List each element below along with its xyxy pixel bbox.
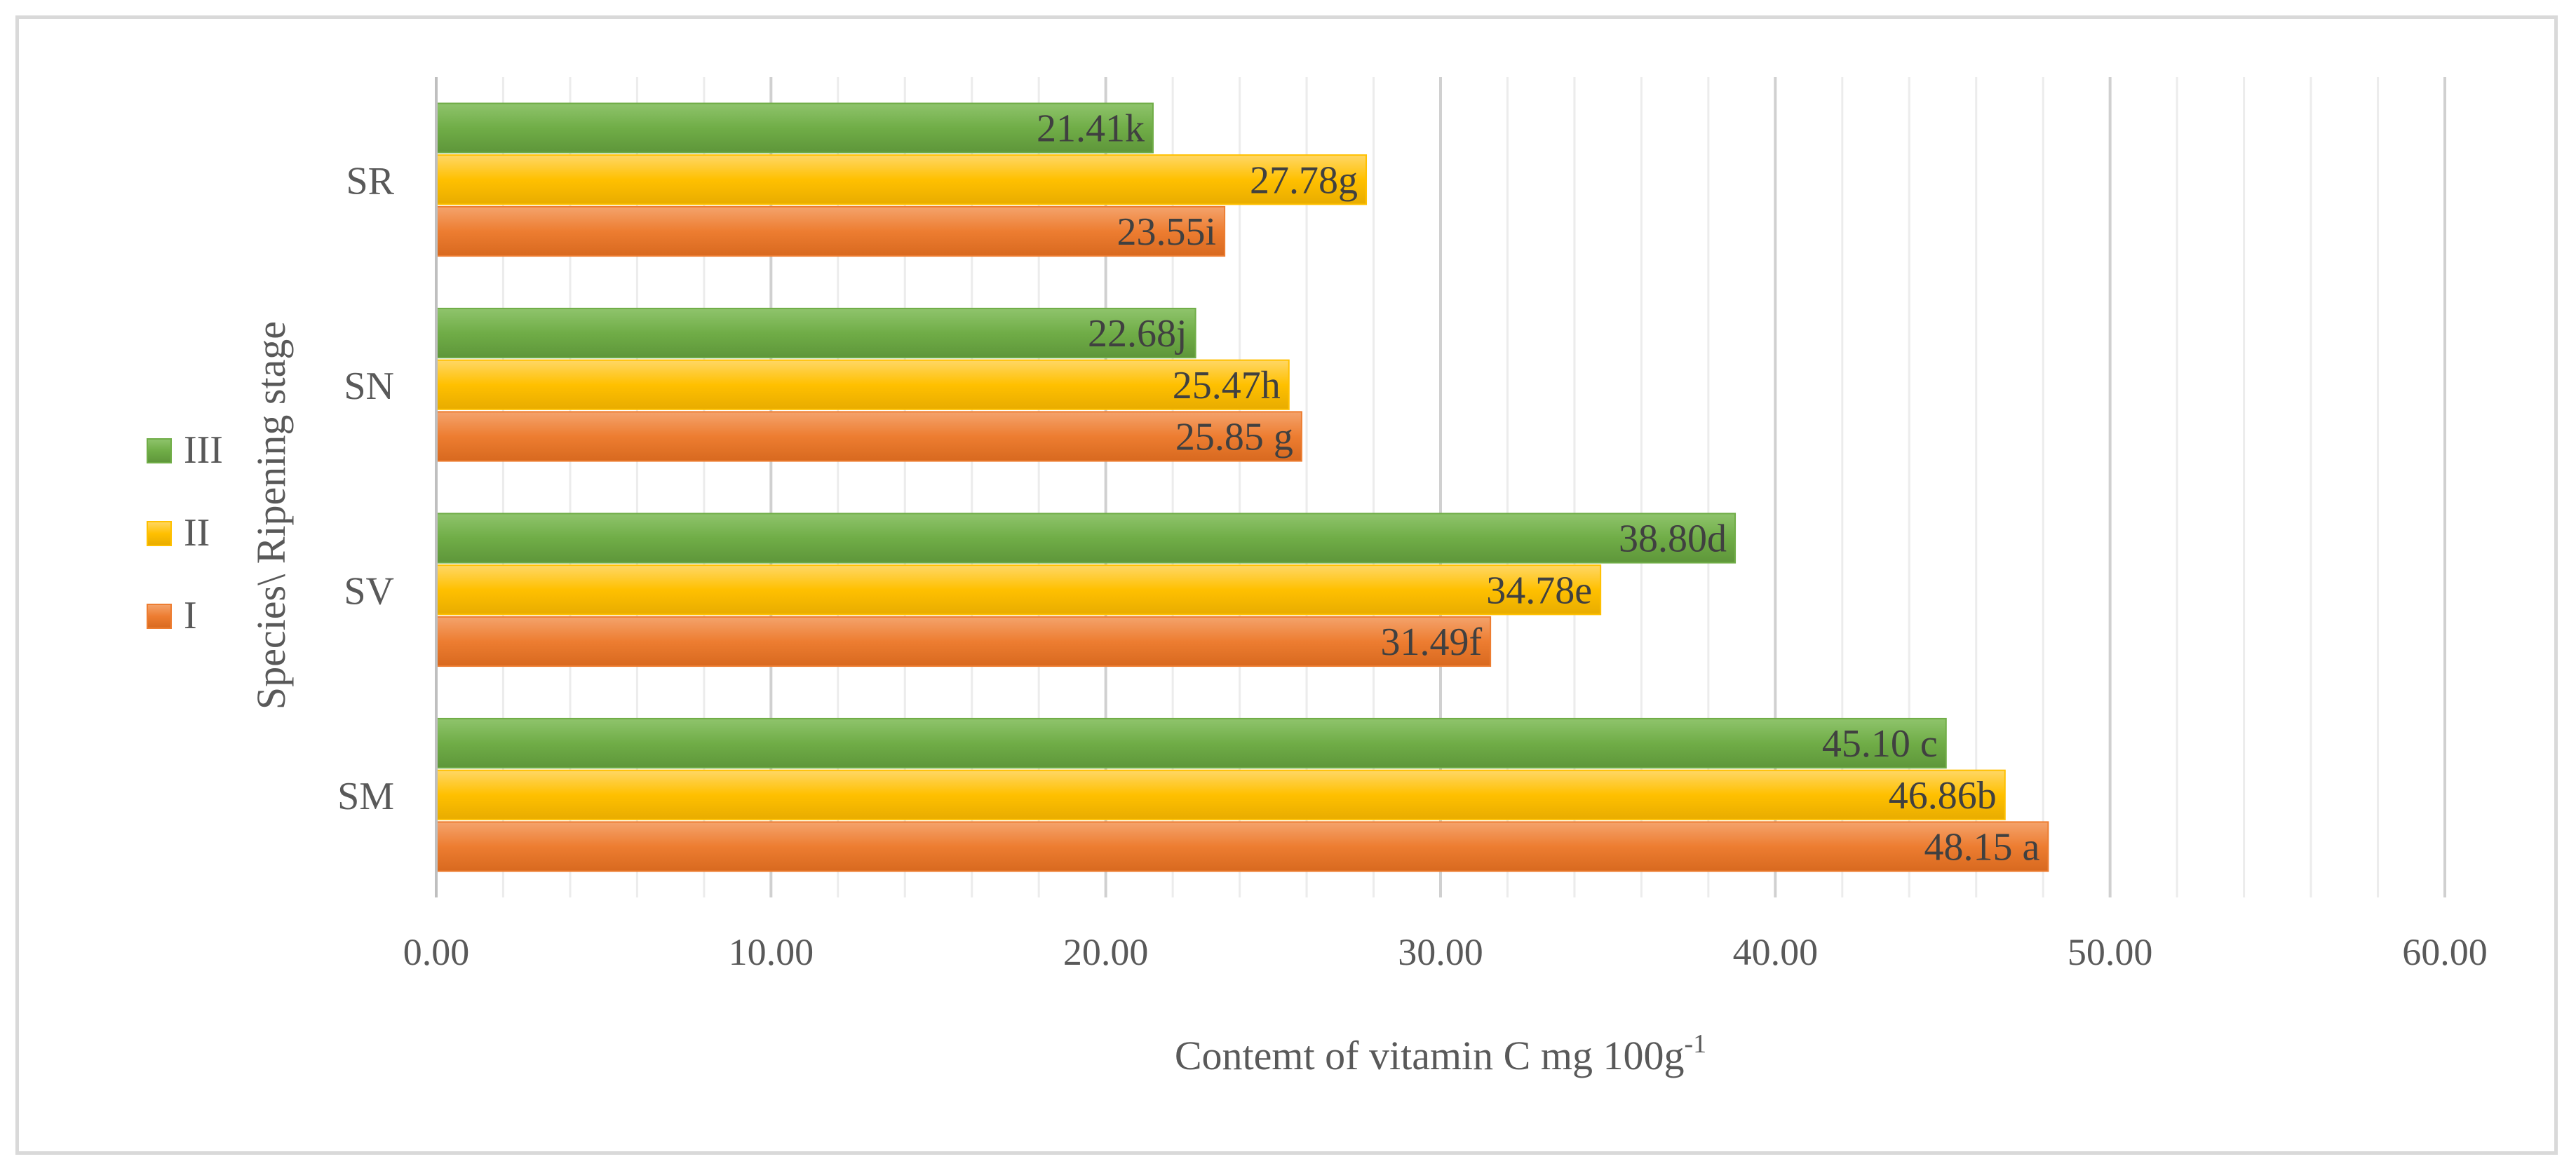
y-category-label: SN [344,365,394,408]
bar-sn-series-iii [436,307,1196,359]
data-label: 21.41k [1037,107,1145,151]
legend-label: III [184,428,223,472]
data-label: 23.55i [1117,210,1217,254]
legend-label: II [184,511,210,555]
x-tick-label: 50.00 [2068,931,2153,973]
legend-swatch-ii [147,521,172,546]
x-axis-title-superscript: -1 [1684,1029,1706,1059]
bar-sr-series-ii [436,154,1368,205]
data-label: 46.86b [1889,774,1997,818]
bar-sv-series-i [436,616,1492,667]
x-tick-label: 20.00 [1063,931,1149,973]
legend-label: I [184,594,197,637]
y-category-label: SV [344,569,394,613]
legend-swatch-iii [147,438,172,463]
bars [436,102,2049,872]
x-tick-label: 10.00 [729,931,814,973]
x-tick-label: 0.00 [403,931,470,973]
data-label: 31.49f [1380,621,1482,664]
data-label: 38.80d [1619,517,1727,561]
x-tick-label: 30.00 [1398,931,1483,973]
x-tick-label: 40.00 [1733,931,1819,973]
data-label: 45.10 c [1822,722,1938,766]
y-category-label: SR [346,159,395,203]
x-tick-label: 60.00 [2402,931,2488,973]
x-axis-title-text: Contemt of vitamin C mg 100g [1175,1033,1685,1078]
bar-sm-series-iii [436,717,1947,769]
bar-sm-series-ii [436,769,2006,820]
axes: 0.00 10.00 20.00 30.00 40.00 50.00 60.00 SM SV SN… [337,77,2488,973]
y-axis-title: Species\ Ripening stage [248,321,294,710]
bar-sn-series-i [436,411,1302,462]
data-label: 25.47h [1173,364,1281,407]
data-label: 34.78e [1486,569,1592,612]
bar-sm-series-i [436,821,2049,872]
bar-sv-series-ii [436,564,1602,616]
data-label: 48.15 a [1924,825,2040,869]
bar-sv-series-iii [436,513,1737,564]
bar-sn-series-ii [436,359,1290,410]
x-axis-title: Contemt of vitamin C mg 100g-1 [1175,1029,1706,1078]
data-label: 22.68j [1088,312,1187,355]
data-label: 27.78g [1250,158,1358,202]
legend-swatch-i [147,604,172,629]
bar-sr-series-i [436,205,1226,257]
y-category-label: SM [337,775,394,818]
data-label: 25.85 g [1175,415,1293,459]
bar-sr-series-iii [436,102,1154,154]
